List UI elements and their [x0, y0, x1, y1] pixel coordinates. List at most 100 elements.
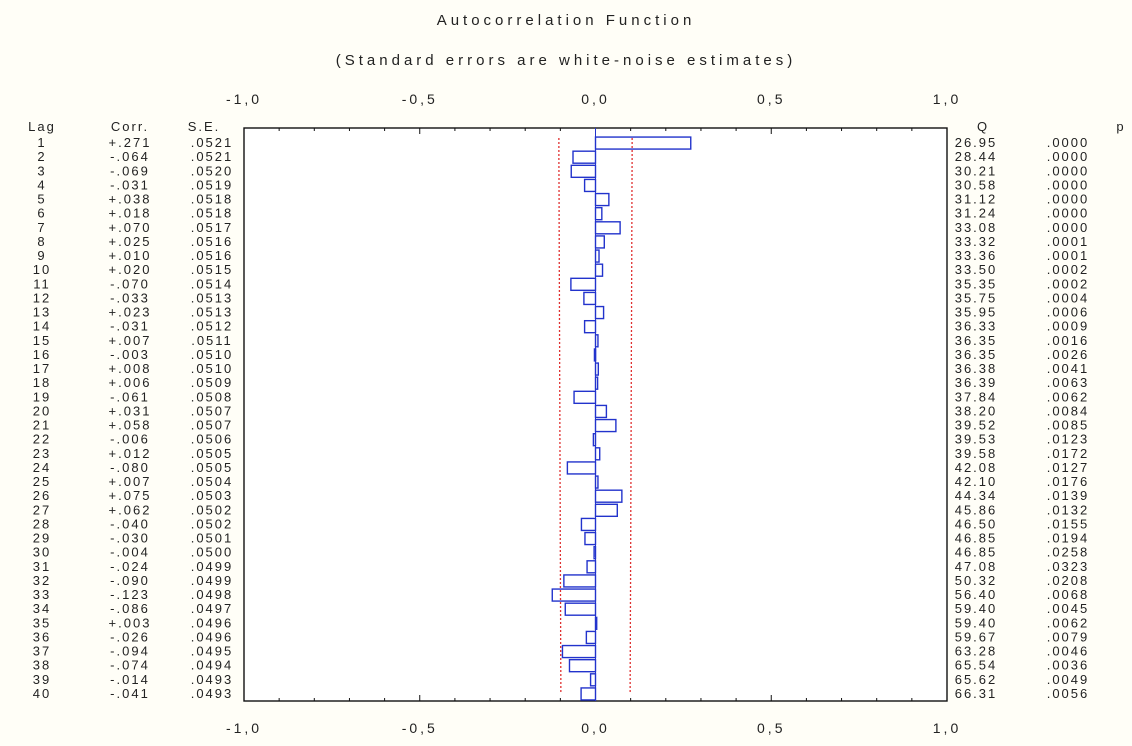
acf-bar [594, 418, 617, 433]
se-label: .0495 [191, 644, 234, 659]
q-label: 65.62 [955, 672, 998, 687]
lag-label: 4 [37, 177, 46, 192]
q-label: 35.95 [955, 305, 998, 320]
lower-confidence-limit [558, 138, 562, 694]
p-label: .0056 [1047, 686, 1090, 701]
p-label: .0000 [1047, 163, 1090, 178]
lag-label: 25 [33, 474, 51, 489]
lag-label: 37 [33, 644, 51, 659]
p-label: .0046 [1047, 644, 1090, 659]
corr-label: -.061 [110, 389, 150, 404]
se-label: .0502 [191, 502, 234, 517]
p-label: .0000 [1047, 206, 1090, 221]
p-label: .0006 [1047, 305, 1090, 320]
acf-bar [570, 164, 597, 179]
upper-confidence-limit [629, 138, 633, 694]
q-label: 35.35 [955, 276, 998, 291]
q-label: 63.28 [955, 644, 998, 659]
corr-label: -.086 [110, 601, 150, 616]
p-label: .0062 [1047, 389, 1090, 404]
p-label: .0323 [1047, 559, 1090, 574]
acf-bar [592, 432, 597, 447]
q-label: 42.10 [955, 474, 998, 489]
q-label: 26.95 [955, 135, 998, 150]
lag-label: 27 [33, 502, 51, 517]
p-label: .0009 [1047, 319, 1090, 334]
p-label: .0000 [1047, 192, 1090, 207]
q-label: 66.31 [955, 686, 998, 701]
x-tick-label-bottom: 0,0 [581, 720, 609, 736]
acf-bar [594, 305, 605, 320]
se-label: .0513 [191, 290, 234, 305]
p-label: .0079 [1047, 629, 1090, 644]
corr-label: +.012 [109, 446, 152, 461]
acf-bar [594, 489, 623, 503]
chart-title: Autocorrelation Function [436, 12, 696, 29]
x-tick-label-bottom: -1,0 [226, 720, 262, 736]
corr-label: +.075 [109, 488, 152, 503]
lag-label: 36 [33, 629, 51, 644]
lag-label: 16 [33, 347, 51, 362]
se-label: .0507 [191, 403, 234, 418]
corr-label: +.070 [109, 220, 152, 235]
se-label: .0521 [191, 135, 234, 150]
acf-bar [594, 192, 610, 207]
q-label: 39.52 [955, 418, 998, 433]
lag-label: 34 [33, 601, 51, 616]
p-label: .0004 [1047, 290, 1090, 305]
p-label: .0002 [1047, 276, 1090, 291]
q-label: 65.54 [955, 658, 998, 673]
corr-label: -.030 [110, 531, 150, 546]
acf-bar [564, 602, 597, 616]
se-label: .0504 [191, 474, 234, 489]
p-label: .0002 [1047, 262, 1090, 277]
q-label: 45.86 [955, 502, 998, 517]
p-label: .0085 [1047, 418, 1090, 433]
q-label: 59.40 [955, 601, 998, 616]
lag-label: 11 [33, 276, 51, 291]
corr-label: +.031 [109, 403, 152, 418]
x-tick-label-top: 1,0 [933, 91, 961, 107]
acf-bar [594, 235, 605, 249]
se-label: .0501 [191, 531, 234, 546]
x-tick-label-bottom: 0,5 [757, 720, 785, 736]
corr-label: +.018 [109, 206, 152, 221]
corr-label: +.007 [109, 333, 152, 348]
lag-label: 13 [33, 305, 51, 320]
corr-label: -.024 [110, 559, 150, 574]
corr-label: -.080 [110, 460, 150, 475]
se-label: .0514 [191, 276, 234, 291]
acf-bar [589, 673, 597, 687]
lag-label: 40 [33, 686, 51, 701]
p-label: .0041 [1047, 361, 1090, 376]
corr-label: -.014 [110, 672, 150, 687]
lag-label: 24 [33, 460, 51, 475]
corr-label: -.026 [110, 629, 150, 644]
q-label: 31.12 [955, 192, 998, 207]
se-label: .0511 [191, 333, 233, 348]
lag-label: 18 [33, 375, 51, 390]
acf-bar [570, 277, 597, 292]
se-label: .0499 [191, 573, 234, 588]
se-label: .0513 [191, 305, 234, 320]
corr-label: -.004 [110, 545, 150, 560]
se-label: .0496 [191, 615, 234, 630]
acf-bar [594, 447, 601, 461]
corr-label: -.041 [110, 686, 150, 701]
q-label: 50.32 [955, 573, 998, 588]
acf-bar [594, 616, 598, 631]
header-q: Q [977, 119, 989, 134]
lag-label: 35 [33, 615, 51, 630]
lag-label: 12 [33, 290, 51, 305]
q-label: 42.08 [955, 460, 998, 475]
q-label: 56.40 [955, 587, 998, 602]
corr-label: +.008 [109, 361, 152, 376]
lag-label: 23 [33, 446, 51, 461]
acf-bar [594, 221, 621, 235]
p-label: .0258 [1047, 545, 1090, 560]
se-label: .0496 [191, 629, 234, 644]
acf-bar [563, 574, 597, 588]
lag-label: 32 [33, 573, 51, 588]
acf-bar [594, 249, 600, 263]
q-label: 36.35 [955, 333, 998, 348]
